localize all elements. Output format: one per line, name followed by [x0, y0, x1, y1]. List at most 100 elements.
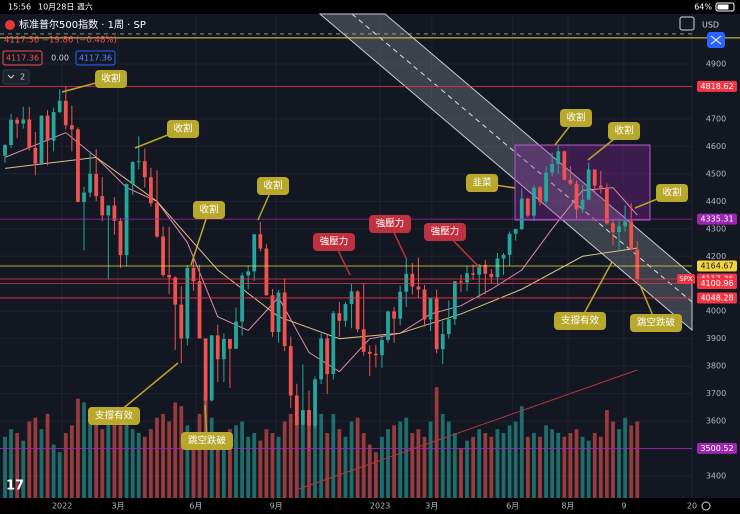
indicator-count: 2 — [20, 73, 25, 82]
candle-body — [276, 292, 281, 333]
candle-body — [69, 125, 74, 130]
quote: 4117.36 −19.86 (−0.48%) — [4, 36, 117, 46]
y-tick-label: 4300 — [706, 224, 726, 233]
volume-bar — [404, 417, 409, 498]
callout-text: 支撐有效 — [561, 315, 600, 327]
candle-body — [501, 254, 506, 259]
callout-box — [369, 215, 411, 233]
indicator-toggle[interactable] — [2, 69, 30, 85]
battery-icon — [715, 2, 735, 12]
candle-body — [319, 338, 324, 380]
candle-body — [51, 112, 56, 141]
candle-body — [483, 264, 488, 274]
candle-body — [197, 281, 202, 339]
candle-body — [313, 379, 317, 426]
candle-body — [203, 338, 208, 401]
channel-midline — [351, 13, 693, 303]
callout-pointer — [579, 261, 613, 322]
callout-box — [313, 233, 355, 251]
volume-bar — [604, 410, 609, 498]
x-tick-label: 8月 — [561, 502, 574, 511]
candle-body — [264, 248, 269, 296]
volume-bar — [519, 406, 524, 498]
y-tick-label: 3700 — [706, 389, 726, 398]
volume-bar — [568, 433, 573, 498]
candle-body — [94, 173, 99, 197]
volume-bar — [355, 417, 360, 498]
candle-body — [635, 249, 640, 279]
volume-bar — [173, 402, 178, 498]
volume-bar — [301, 425, 305, 498]
moving-average — [296, 369, 638, 491]
candle-body — [294, 395, 299, 425]
volume-bar — [489, 436, 494, 498]
candle-body — [623, 221, 628, 227]
y-tick-label: 4900 — [706, 59, 726, 68]
volume-bar — [82, 402, 86, 498]
callout-text: 收割 — [173, 123, 192, 135]
box-buy[interactable] — [75, 50, 116, 66]
volume-bar — [349, 421, 354, 498]
candle-body — [465, 273, 469, 283]
candle-body — [57, 100, 62, 113]
callout-box — [656, 184, 688, 202]
level-label-box — [697, 277, 737, 289]
volume-bar — [88, 417, 92, 498]
compare-button[interactable] — [679, 16, 695, 31]
volume-bar — [611, 421, 615, 498]
candle-body — [173, 277, 178, 305]
volume-bar — [179, 406, 184, 498]
candle-body — [112, 205, 117, 221]
volume-bar — [270, 433, 275, 498]
volume-bar — [149, 429, 153, 498]
symbol-title[interactable]: 标准普尔500指数 · 1周 · SP — [19, 18, 146, 31]
volume-bar — [313, 421, 317, 498]
volume-bar — [617, 429, 621, 498]
candle-body — [422, 289, 427, 320]
callout-text: 強壓力 — [320, 236, 349, 248]
level-label-box — [697, 260, 737, 272]
candle-body — [142, 161, 147, 178]
settings-button[interactable] — [701, 501, 711, 511]
volume-bar — [39, 429, 44, 498]
volume-bar — [623, 417, 628, 498]
volume-bar — [240, 421, 244, 498]
candle-body — [331, 313, 336, 375]
box-sell[interactable] — [2, 50, 43, 66]
volume-bar — [258, 440, 263, 498]
candle-body — [459, 281, 463, 283]
volume-bar — [197, 413, 202, 498]
candle-body — [428, 298, 433, 320]
callout-text: 跳空跌破 — [188, 435, 227, 447]
volume-bar — [185, 425, 190, 498]
candle-body — [136, 161, 141, 163]
candle-body — [118, 220, 123, 256]
candle-body — [149, 177, 153, 204]
box-buy-text: 4117.36 — [79, 54, 112, 63]
candle-body — [76, 129, 80, 202]
candle-body — [228, 338, 232, 349]
currency[interactable]: USD — [702, 21, 719, 30]
spread: 0.00 — [51, 54, 69, 63]
candle-body — [629, 221, 634, 250]
candle-body — [246, 271, 251, 276]
candle-body — [270, 295, 275, 333]
candle-body — [234, 321, 238, 349]
y-tick-label: 3400 — [706, 472, 726, 481]
candle-body — [556, 151, 561, 164]
volume-bar — [124, 410, 129, 498]
level-label-box — [697, 442, 737, 454]
volume-bar — [106, 413, 111, 498]
volume-bar — [142, 436, 147, 498]
symbol-tag-box — [677, 273, 695, 284]
candle-body — [3, 145, 7, 156]
volume-bar — [45, 413, 50, 498]
candle-body — [33, 147, 38, 164]
candle-body — [453, 281, 457, 320]
candle-body — [9, 119, 13, 146]
volume-bar — [471, 436, 476, 498]
volume-bar — [27, 421, 32, 498]
candle-body — [532, 187, 536, 216]
candle-body — [373, 353, 378, 356]
volume-bar — [398, 421, 403, 498]
